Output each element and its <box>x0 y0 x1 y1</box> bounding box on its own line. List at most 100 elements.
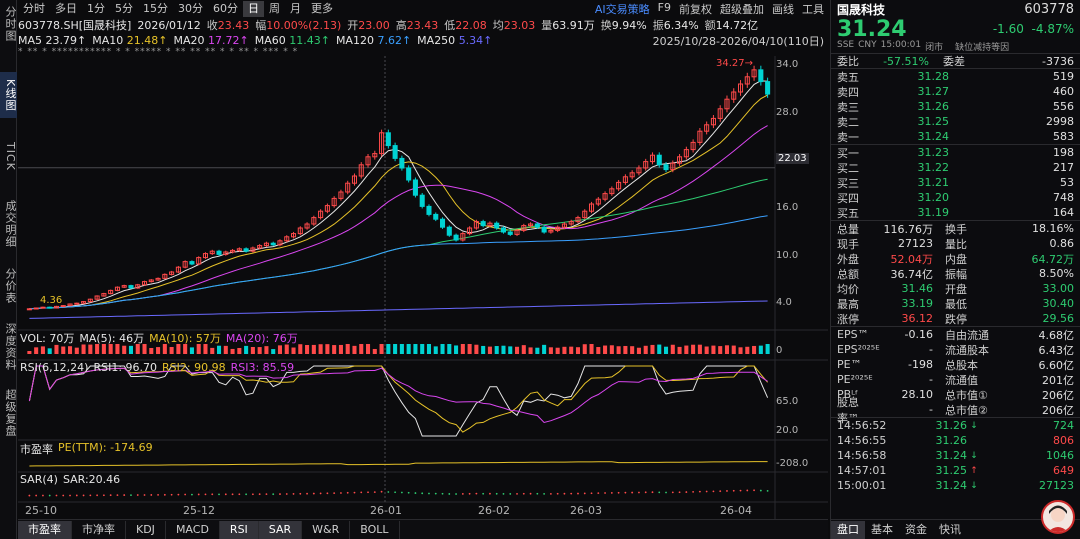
tab-replay[interactable]: 超级复盘 <box>4 389 17 437</box>
candle <box>426 205 432 215</box>
tab-news[interactable]: 快讯 <box>939 522 961 536</box>
ask-row[interactable]: 卖一 31.24 583 <box>831 129 1080 144</box>
indicator-kdj[interactable]: KDJ <box>126 520 166 539</box>
candle <box>487 222 493 227</box>
volume-bar <box>210 347 215 354</box>
tab-depth[interactable]: 深度资料 <box>4 323 17 371</box>
date-range[interactable]: 2025/10/28-2026/04/10(110日) <box>652 34 824 48</box>
volume-bar <box>88 344 93 354</box>
ai-strategy-button[interactable]: AI交易策略 <box>594 3 650 16</box>
sar-dot <box>28 494 31 497</box>
candle <box>250 247 256 252</box>
weicha-label: 委差 <box>943 55 965 68</box>
volume-bar <box>386 344 391 354</box>
period-5min[interactable]: 5分 <box>115 2 133 15</box>
candle <box>290 233 297 238</box>
sar-dot <box>312 492 315 495</box>
high-label: 高 <box>395 19 407 32</box>
indicator-wr[interactable]: W&R <box>302 520 351 539</box>
tab-kline[interactable]: K线图 <box>0 72 17 118</box>
tick-row: 14:57:01 31.25 ↑ 649 <box>831 463 1080 478</box>
tab-price-table[interactable]: 分价表 <box>4 268 17 304</box>
indicator-sar[interactable]: SAR <box>258 520 303 539</box>
tick-price: 31.24 <box>935 449 968 462</box>
candle <box>128 285 134 289</box>
period-day[interactable]: 日 <box>243 1 264 17</box>
ma-legend: MA5 23.79↑ MA10 21.48↑ MA20 17.72↑ MA60 11.… <box>18 33 828 48</box>
ask-row[interactable]: 卖三 31.26 556 <box>831 99 1080 114</box>
bid-row[interactable]: 买五 31.19 164 <box>831 205 1080 220</box>
fin-value: - <box>929 343 933 356</box>
indicator-macd[interactable]: MACD <box>166 520 220 539</box>
tick-quantity: 806 <box>1053 434 1074 447</box>
tools-button[interactable]: 工具 <box>802 3 824 16</box>
indicator-pe[interactable]: 市盈率 <box>18 520 72 539</box>
tab-basic[interactable]: 基本 <box>871 522 893 536</box>
sar-dot <box>543 492 546 495</box>
period-30min[interactable]: 30分 <box>178 2 203 15</box>
period-week[interactable]: 周 <box>269 2 280 15</box>
indicator-boll[interactable]: BOLL <box>350 520 400 539</box>
bid-row[interactable]: 买一 31.23 198 <box>831 145 1080 160</box>
quote-panel: 国晟科技 603778 31.24 -1.60 -4.87% SSE CNY 15:… <box>830 0 1080 539</box>
indicator-rsi[interactable]: RSI <box>219 520 259 539</box>
tab-fund[interactable]: 资金 <box>905 522 927 536</box>
kline-chart[interactable] <box>18 56 828 521</box>
avatar[interactable] <box>1041 500 1075 534</box>
bid-row[interactable]: 买二 31.22 217 <box>831 160 1080 175</box>
stat-label: 开盘 <box>945 282 967 296</box>
candle <box>304 223 310 229</box>
stat-value: 116.76万 <box>883 222 934 236</box>
candle <box>257 245 263 249</box>
stat-value: 52.04万 <box>890 252 934 266</box>
tab-trade-detail[interactable]: 成交明细 <box>4 200 17 248</box>
sar-dot <box>191 493 193 496</box>
turnover-label: 换 <box>600 19 612 32</box>
period-60min[interactable]: 60分 <box>213 2 238 15</box>
ask-row[interactable]: 卖五 31.28 519 <box>831 69 1080 84</box>
period-multiday[interactable]: 多日 <box>55 2 77 15</box>
sar-dot <box>387 491 390 493</box>
stock-code: 603778 <box>1024 1 1074 17</box>
bid-label: 买四 <box>837 191 859 205</box>
ma-label: MA250 <box>417 34 459 47</box>
candle <box>40 306 46 309</box>
stat-value: 31.46 <box>901 282 934 295</box>
candle <box>724 98 730 110</box>
ask-label: 卖二 <box>837 115 859 129</box>
draw-button[interactable]: 画线 <box>772 3 794 16</box>
sar-dot <box>69 494 71 497</box>
price-tick: 16.0 <box>776 202 799 213</box>
turnover-value: 9.94% <box>611 19 647 32</box>
ma-value: 21.48↑ <box>126 34 168 47</box>
period-more[interactable]: 更多 <box>311 2 333 15</box>
candle <box>365 156 371 166</box>
ask-row[interactable]: 卖四 31.27 460 <box>831 84 1080 99</box>
tab-tick[interactable]: TICK <box>4 141 17 171</box>
volume-bar <box>27 351 32 354</box>
period-month[interactable]: 月 <box>290 2 301 15</box>
candle <box>717 108 723 119</box>
adjust-button[interactable]: 前复权 <box>679 3 712 16</box>
overlay-button[interactable]: 超级叠加 <box>720 3 764 16</box>
sar-dot <box>285 493 288 495</box>
period-intraday[interactable]: 分时 <box>23 2 45 15</box>
sar-dot <box>360 491 363 494</box>
volume-bar <box>162 344 167 354</box>
tab-orderbook[interactable]: 盘口 <box>831 520 865 539</box>
weibi-row: 委比 -57.51% 委差 -3736 <box>831 54 1080 69</box>
candle <box>108 289 114 295</box>
price-tick: 34.0 <box>776 59 799 70</box>
sar-dot <box>421 492 424 495</box>
ask-volume: 583 <box>1053 130 1074 143</box>
volume-bar <box>365 344 371 354</box>
bid-row[interactable]: 买四 31.20 748 <box>831 190 1080 205</box>
volume-bar <box>467 344 472 354</box>
ask-row[interactable]: 卖二 31.25 2998 <box>831 114 1080 129</box>
period-1min[interactable]: 1分 <box>87 2 105 15</box>
f9-button[interactable]: F9 <box>657 1 671 14</box>
tab-timeshare[interactable]: 分时图 <box>4 6 17 42</box>
bid-row[interactable]: 买三 31.21 53 <box>831 175 1080 190</box>
indicator-pb[interactable]: 市净率 <box>72 520 126 539</box>
period-15min[interactable]: 15分 <box>143 2 168 15</box>
